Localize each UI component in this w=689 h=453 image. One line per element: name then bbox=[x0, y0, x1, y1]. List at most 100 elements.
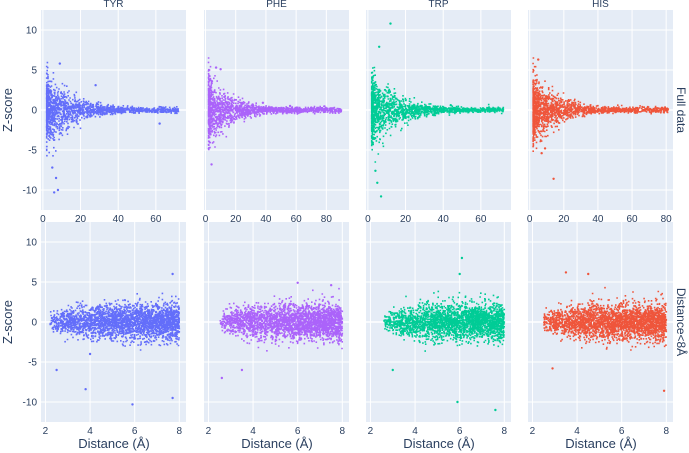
x-tick-label: 60 bbox=[626, 214, 638, 225]
outlier-point bbox=[537, 58, 540, 61]
point-cloud-phe-full bbox=[207, 57, 343, 151]
x-tick-label: 2 bbox=[530, 426, 536, 437]
outlier-point bbox=[460, 256, 464, 260]
outlier-point bbox=[54, 176, 58, 180]
scatter-points-tyr-full bbox=[45, 61, 180, 157]
outlier-point bbox=[158, 122, 161, 125]
outlier-point bbox=[88, 352, 92, 356]
outlier-point bbox=[288, 104, 292, 108]
outlier-point bbox=[171, 272, 174, 276]
point-cloud-phe-lt8 bbox=[219, 287, 344, 352]
y-axis-label-top: Z-score bbox=[0, 88, 15, 132]
row-title-distance-lt-8: Distance<8Å bbox=[674, 288, 689, 356]
outlier-point bbox=[666, 108, 670, 111]
outlier-point bbox=[552, 177, 555, 180]
scatter-points-trp-full bbox=[370, 66, 505, 163]
outlier-point bbox=[220, 376, 224, 380]
x-tick-label: 80 bbox=[661, 214, 673, 225]
x-tick-label: 8 bbox=[177, 426, 183, 437]
panel-tyr-lt8: -10 -5 0 5 10 2 4 6 8 bbox=[23, 222, 186, 437]
x-tick-label: 4 bbox=[250, 426, 256, 437]
outlier-point bbox=[662, 389, 666, 392]
outlier-point bbox=[458, 272, 461, 276]
panel-trp-lt8: 2 4 6 8 bbox=[366, 222, 511, 437]
scatter-points-phe-lt8 bbox=[219, 287, 344, 352]
outlier-point bbox=[337, 108, 340, 111]
x-tick-label: 2 bbox=[368, 426, 374, 437]
x-tick-label: 0 bbox=[40, 214, 46, 225]
y-tick-label: -5 bbox=[28, 358, 37, 369]
y-tick-label: 5 bbox=[31, 278, 37, 289]
point-cloud-his-full bbox=[532, 57, 669, 153]
x-tick-label: 8 bbox=[340, 426, 346, 437]
scatter-points-his-lt8 bbox=[543, 286, 668, 351]
x-tick-label: 20 bbox=[400, 214, 412, 225]
x-tick-label: 40 bbox=[113, 214, 125, 225]
outlier-point bbox=[389, 22, 392, 25]
panel-phe-full: PHE 0 20 40 60 80 bbox=[203, 0, 349, 225]
outlier-point bbox=[94, 84, 97, 87]
panel-phe-lt8: 2 4 6 8 bbox=[204, 222, 349, 437]
outlier-point bbox=[296, 281, 299, 284]
outlier-point bbox=[84, 388, 87, 391]
y-tick-label: -10 bbox=[23, 398, 38, 409]
panel-trp-full: TRP 0 20 40 60 bbox=[365, 0, 511, 225]
outlier-point bbox=[449, 104, 452, 107]
outlier-point bbox=[210, 163, 213, 166]
x-tick-label: 4 bbox=[87, 426, 93, 437]
outlier-point bbox=[543, 147, 547, 150]
scatter-points-his-full bbox=[532, 57, 669, 153]
x-axis-label-tyr: Distance (Å) bbox=[78, 436, 150, 451]
scatter-points-trp-lt8 bbox=[383, 290, 506, 352]
scatter-points-tyr-lt8 bbox=[49, 292, 181, 351]
x-tick-label: 4 bbox=[574, 426, 580, 437]
x-tick-label: 60 bbox=[291, 214, 303, 225]
y-tick-label: -10 bbox=[23, 186, 38, 197]
outlier-point bbox=[379, 195, 383, 198]
x-axis-label-phe: Distance (Å) bbox=[241, 436, 313, 451]
outlier-point bbox=[376, 181, 379, 184]
outlier-point bbox=[564, 271, 568, 274]
y-tick-label: -5 bbox=[28, 146, 37, 157]
x-tick-label: 6 bbox=[295, 426, 301, 437]
outlier-point bbox=[214, 66, 218, 69]
column-title-trp: TRP bbox=[429, 0, 449, 10]
outlier-point bbox=[58, 62, 62, 65]
x-axis-label-trp: Distance (Å) bbox=[403, 436, 475, 451]
panel-his-full: HIS 0 20 40 60 80 bbox=[527, 0, 673, 225]
x-tick-label: 0 bbox=[203, 214, 209, 225]
outlier-point bbox=[55, 368, 58, 372]
x-tick-label: 40 bbox=[592, 214, 604, 225]
outlier-point bbox=[310, 106, 313, 109]
outlier-point bbox=[587, 272, 590, 276]
point-cloud-tyr-lt8 bbox=[49, 292, 181, 351]
x-axis-label-his: Distance (Å) bbox=[565, 436, 637, 451]
x-tick-label: 40 bbox=[438, 214, 450, 225]
outlier-point bbox=[551, 367, 554, 370]
row-title-full-data: Full data bbox=[674, 87, 688, 133]
outlier-point bbox=[374, 169, 377, 172]
x-tick-label: 6 bbox=[457, 426, 463, 437]
y-tick-label: 0 bbox=[31, 318, 37, 329]
x-tick-label: 80 bbox=[321, 214, 333, 225]
outlier-point bbox=[171, 396, 174, 400]
x-tick-label: 6 bbox=[619, 426, 625, 437]
x-tick-label: 20 bbox=[75, 214, 87, 225]
x-tick-label: 0 bbox=[527, 214, 533, 225]
y-tick-label: 0 bbox=[31, 106, 37, 117]
y-tick-label: 5 bbox=[31, 66, 37, 77]
outlier-point bbox=[391, 368, 394, 372]
x-tick-label: 8 bbox=[502, 426, 508, 437]
panel-tyr-full: TYR -10 -5 0 5 10 0 20 40 60 bbox=[23, 0, 186, 225]
outlier-point bbox=[498, 107, 501, 110]
outlier-point bbox=[56, 188, 60, 192]
x-tick-label: 4 bbox=[412, 426, 418, 437]
y-tick-label: 10 bbox=[26, 26, 38, 37]
outlier-point bbox=[52, 191, 56, 194]
column-title-tyr: TYR bbox=[104, 0, 124, 10]
panel-his-lt8: 2 4 6 8 bbox=[528, 222, 673, 437]
outlier-point bbox=[377, 45, 381, 48]
x-tick-label: 60 bbox=[475, 214, 487, 225]
outlier-point bbox=[261, 101, 265, 105]
